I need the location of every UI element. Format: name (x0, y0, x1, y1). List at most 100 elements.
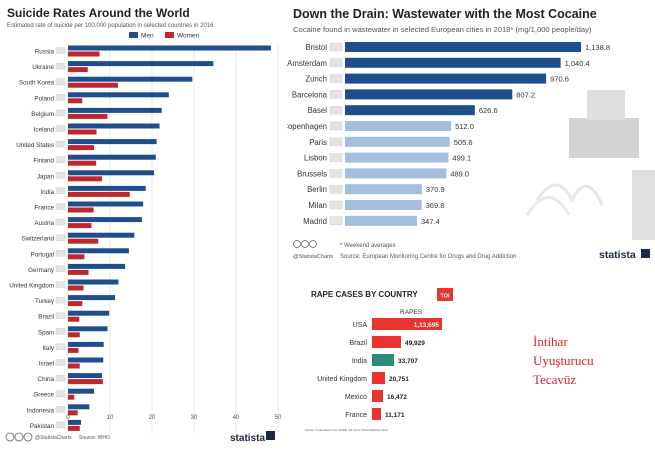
country-label-india: India (40, 189, 54, 196)
flag-switzerland-icon (55, 234, 66, 241)
bar-women-israel (68, 363, 80, 369)
flag-belgium-icon (55, 109, 66, 117)
bar-zurich (345, 73, 547, 84)
x-axis-ticks: 0 10 20 30 40 50 (66, 415, 282, 421)
flag-greece-icon (55, 390, 66, 397)
cc-license-icons (5, 432, 33, 442)
bar-mexico (372, 390, 383, 402)
country-label-brazil: Brazil (349, 340, 367, 347)
country-label-france: France (34, 205, 54, 212)
bar-men-indonesia (68, 404, 90, 410)
caption-words: İntihar Uyuşturucu Tecavüz (533, 332, 594, 389)
x-tick-label: 30 (191, 415, 198, 421)
statista-logo-mark (266, 431, 275, 440)
bar-women-russia (68, 51, 100, 57)
bar-men-finland (68, 154, 156, 160)
bar-women-portugal (68, 254, 85, 260)
value-label-brazil: 49,929 (405, 340, 425, 347)
bar-men-united-kingdom (68, 279, 119, 285)
flag-portugal-icon (55, 250, 66, 257)
city-label-zurich: Zurich (305, 75, 327, 84)
bar-women-ukraine (68, 67, 88, 73)
bar-men-iceland (68, 123, 160, 129)
city-label-amsterdam: Amsterdam (287, 59, 327, 68)
flag-brussels-icon (329, 169, 343, 178)
flag-brazil-icon (55, 312, 66, 319)
statista-logo: statista (599, 249, 636, 261)
suicide-rates-chart-panel: Suicide Rates Around the World Estimated… (0, 0, 287, 449)
x-tick-label: 40 (233, 415, 240, 421)
country-label-united-kingdom: United Kingdom (9, 283, 54, 290)
country-label-pakistan: Pakistan (30, 423, 55, 430)
country-label-italy: Italy (42, 345, 54, 352)
chart-subtitle: Cocaine found in wastewater in selected … (293, 25, 592, 34)
flag-indonesia-icon (55, 406, 66, 413)
bar-men-france (68, 201, 144, 207)
bar-women-turkey (68, 301, 83, 307)
value-label-milan: 369.8 (426, 201, 445, 210)
bar-men-south-korea (68, 76, 193, 82)
country-label-poland: Poland (34, 95, 54, 102)
flag-turkey-icon (55, 296, 66, 304)
x-tick-label: 10 (107, 415, 114, 421)
bar-basel (345, 105, 475, 116)
flag-france-icon (55, 203, 66, 210)
bar-women-south-korea (68, 82, 118, 88)
bar-women-spain (68, 332, 80, 338)
bar-women-iceland (68, 129, 97, 135)
bar-men-poland (68, 92, 169, 98)
country-label-united-states: United States (16, 142, 54, 149)
bar-women-italy (68, 347, 79, 353)
bar-united-kingdom (372, 372, 385, 384)
value-label-copenhagen: 512.0 (455, 122, 474, 131)
city-label-madrid: Madrid (303, 217, 327, 226)
cocaine-wastewater-chart-panel: Down the Drain: Wastewater with the Most… (287, 0, 655, 265)
value-label-india: 33,707 (398, 358, 418, 365)
bar-women-china (68, 379, 103, 385)
bar-men-united-states (68, 139, 157, 145)
city-label-milan: Milan (308, 201, 327, 210)
value-label-zurich: 970.6 (550, 75, 569, 84)
flag-amsterdam-icon (329, 58, 343, 67)
chart-subtitle: Estimated rate of suicide per 100,000 po… (7, 23, 214, 29)
value-label-united-kingdom: 20,751 (389, 376, 409, 383)
flag-ukraine-icon (55, 62, 66, 70)
country-label-portugal: Portugal (31, 251, 54, 258)
bar-women-japan (68, 176, 103, 182)
flag-japan-icon (55, 172, 66, 179)
flag-united-states-icon (55, 140, 66, 148)
country-label-finland: Finland (33, 158, 54, 165)
bar-men-china (68, 373, 103, 379)
bar-men-italy (68, 341, 104, 347)
x-tick-label: 20 (149, 415, 156, 421)
suicide-rates-chart: Suicide Rates Around the World Estimated… (5, 6, 282, 444)
bar-women-brazil (68, 316, 80, 322)
flag-bristol-icon (329, 42, 343, 52)
bar-men-ukraine (68, 61, 214, 67)
bar-bristol (345, 42, 581, 52)
bar-paris (345, 136, 450, 147)
country-label-switzerland: Switzerland (21, 236, 54, 243)
value-label-amsterdam: 1,040.4 (565, 59, 590, 68)
bar-india (372, 354, 394, 366)
cc-license-icons (293, 240, 317, 248)
country-label-ukraine: Ukraine (32, 64, 54, 71)
column-header: RAPES (400, 309, 423, 316)
city-label-paris: Paris (309, 138, 327, 147)
country-label-turkey: Turkey (35, 298, 55, 305)
source: Source: WHO (79, 435, 110, 441)
footnote: Source: *India data is from NCRB, UN Cri… (305, 428, 388, 432)
bar-women-belgium (68, 113, 108, 119)
flag-barcelona-icon (329, 90, 343, 99)
bar-copenhagen (345, 121, 452, 131)
credit: @StatistaCharts (35, 435, 72, 441)
rape-cases-chart: RAPE CASES BY COUNTRY TOI RAPES USA 1,13,… (305, 288, 453, 432)
bar-amsterdam (345, 57, 561, 68)
bar-women-greece (68, 394, 75, 400)
bar-men-greece (68, 388, 95, 394)
bar-women-pakistan (68, 425, 80, 431)
bar-men-israel (68, 357, 104, 363)
bar-men-russia (68, 45, 271, 51)
country-label-israel: Israel (39, 361, 54, 368)
flag-israel-icon (55, 359, 66, 366)
